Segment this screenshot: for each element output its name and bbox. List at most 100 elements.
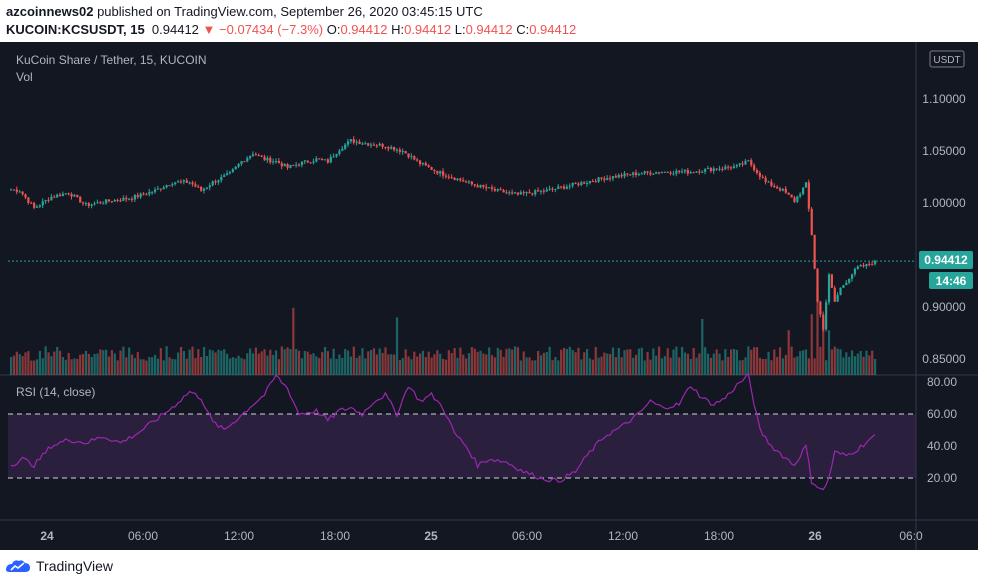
volume-bar (819, 346, 822, 375)
candle-body (848, 278, 851, 283)
candle-body (292, 165, 295, 167)
chart-area[interactable]: KuCoin Share / Tether, 15, KUCOIN Vol RS… (0, 42, 978, 550)
candle-body (819, 301, 822, 315)
volume-bar (24, 352, 27, 375)
candle-body (174, 182, 177, 185)
volume-bar (499, 349, 502, 375)
volume-bar (560, 349, 563, 375)
candle-body (761, 176, 764, 178)
volume-bar (358, 355, 361, 375)
candle-body (15, 189, 18, 192)
volume-bar (171, 358, 174, 375)
candle-body (263, 156, 266, 161)
volume-bar (603, 352, 606, 375)
candle-body (205, 187, 209, 189)
volume-bar (724, 349, 727, 375)
volume-bar (816, 287, 819, 375)
time-axis[interactable]: 24 06:00 12:00 18:00 25 06:00 12:00 18:00 26 06:0 (40, 529, 923, 543)
time-tick-label: 12:00 (608, 529, 638, 543)
volume-bar (804, 349, 808, 375)
volume-bar (787, 330, 790, 375)
volume-bar (64, 359, 67, 375)
volume-bar (433, 354, 436, 375)
candle-body (393, 147, 396, 151)
candle-body (842, 285, 845, 288)
candle-body (825, 302, 828, 330)
volume-bar (646, 352, 649, 375)
volume-bar (839, 349, 842, 375)
volume-bar (413, 351, 416, 375)
candle-body (130, 198, 134, 200)
candle-body (807, 182, 810, 209)
volume-bar (609, 353, 612, 375)
chart-svg[interactable]: KuCoin Share / Tether, 15, KUCOIN Vol RS… (0, 42, 978, 550)
volume-bar (283, 349, 286, 375)
volume-bar (27, 351, 30, 375)
candle-body (298, 164, 301, 166)
candle-body (84, 203, 88, 205)
tradingview-logo-icon (6, 560, 30, 572)
candle-body (548, 188, 551, 190)
volume-bar (715, 349, 718, 375)
candle-body (865, 263, 868, 267)
candle-body (67, 193, 70, 195)
candle-body (591, 181, 594, 183)
candle-body (372, 144, 376, 146)
volume-bar (427, 351, 430, 375)
time-tick-label: 06:00 (512, 529, 542, 543)
open-value: 0.94412 (340, 22, 388, 37)
volume-bar (145, 360, 148, 375)
candle-body (286, 164, 289, 168)
volume-bar (130, 354, 134, 375)
price-tick-label: 0.85000 (922, 352, 966, 366)
candle-body (315, 158, 318, 162)
footer[interactable]: TradingView (4, 558, 113, 574)
volume-bar (309, 354, 312, 375)
volume-bar (205, 356, 209, 375)
candle-body (773, 185, 776, 187)
candle-body (744, 160, 747, 165)
candle-body (165, 185, 168, 188)
volume-bar (67, 352, 70, 375)
rsi-axis[interactable]: 80.00 60.00 40.00 20.00 (927, 375, 957, 485)
volume-bar (300, 358, 304, 375)
volume-bar (151, 357, 154, 375)
candle-body (76, 194, 79, 197)
volume-bar (534, 360, 537, 375)
volume-bar (139, 359, 142, 375)
volume-bar (522, 351, 525, 375)
candle-body (531, 193, 534, 195)
volume-bar (185, 358, 188, 375)
volume-bar (620, 357, 623, 375)
time-tick-label: 18:00 (320, 529, 350, 543)
candle-body (231, 169, 234, 173)
candle-body (833, 287, 836, 302)
candle-body (58, 194, 62, 197)
volume-bar (421, 350, 425, 375)
candle-body (505, 192, 508, 194)
volume-bar (773, 349, 776, 375)
candle-body (704, 168, 707, 172)
candle-body (845, 282, 848, 286)
price-axis[interactable]: 1.10000 1.05000 1.00000 0.90000 0.85000 (922, 92, 966, 366)
candle-body (113, 199, 116, 202)
candle-body (862, 265, 865, 267)
candle-body (678, 170, 681, 172)
volume-bar (637, 348, 641, 375)
volume-bar (796, 356, 799, 375)
candle-body (796, 196, 799, 202)
volume-bar (260, 351, 263, 375)
candle-body (804, 182, 808, 188)
candle-body (511, 192, 514, 194)
candle-body (177, 181, 180, 183)
candle-body (197, 186, 200, 188)
volume-bar (802, 350, 805, 375)
volume-bar (87, 353, 90, 375)
volume-bar (632, 357, 635, 375)
candle-body (611, 176, 615, 179)
volume-bars (10, 287, 877, 375)
volume-bar (116, 360, 119, 375)
candle-body (223, 175, 226, 177)
candle-body (456, 178, 459, 180)
candle-body (793, 197, 796, 202)
